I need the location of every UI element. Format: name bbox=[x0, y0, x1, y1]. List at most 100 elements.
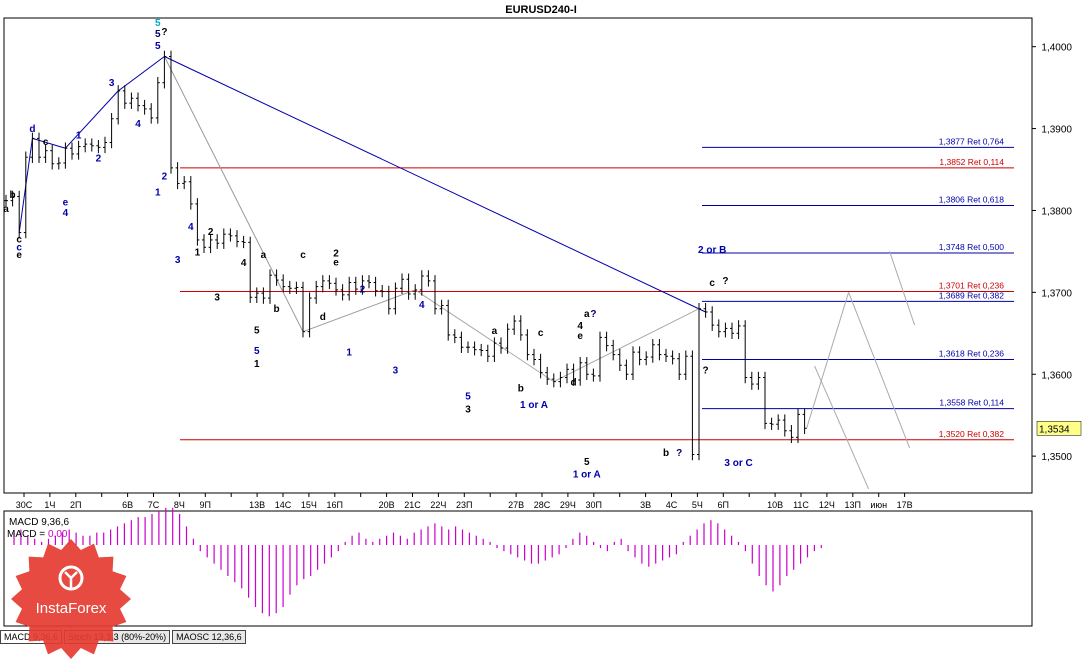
wave-label: d bbox=[571, 378, 577, 389]
wave-lines bbox=[18, 56, 916, 490]
wave-label: 4 bbox=[135, 119, 141, 130]
retracement-label: 1,3618 Ret 0,236 bbox=[939, 349, 1004, 359]
wave-line bbox=[32, 137, 66, 149]
time-tick-label: 3В bbox=[640, 500, 651, 510]
wave-label: e bbox=[16, 250, 22, 261]
wave-line bbox=[117, 56, 165, 92]
retracement-label: 1,3748 Ret 0,500 bbox=[939, 242, 1004, 252]
time-tick-label: 10В bbox=[767, 500, 783, 510]
wave-label: 2 bbox=[333, 248, 339, 259]
chart-title: EURUSD240-I bbox=[505, 4, 577, 16]
current-price-box bbox=[1036, 421, 1082, 436]
wave-label: a bbox=[492, 326, 498, 337]
wave-label: 5 bbox=[254, 346, 260, 357]
wave-label: 2 or B bbox=[698, 245, 726, 256]
time-tick-label: 7С bbox=[148, 500, 160, 510]
macd-line-label: MACD = bbox=[7, 529, 45, 540]
wave-label: e bbox=[333, 257, 339, 268]
wave-label: c bbox=[300, 250, 306, 261]
price-tick-label: 1,3700 bbox=[1041, 288, 1072, 299]
projection-line bbox=[814, 365, 870, 490]
wave-label: 3 bbox=[109, 78, 115, 89]
price-bars bbox=[4, 50, 807, 461]
retracement-label: 1,3806 Ret 0,618 bbox=[939, 195, 1004, 205]
wave-label: c bbox=[709, 278, 715, 289]
wave-line bbox=[65, 90, 119, 149]
wave-label: 2 bbox=[208, 227, 214, 238]
wave-label: 5 bbox=[155, 29, 161, 40]
wave-label: b bbox=[518, 383, 524, 394]
wave-label: 2 bbox=[360, 284, 366, 295]
time-tick-label: 2П bbox=[70, 500, 81, 510]
macd-line-value: 0.00 bbox=[48, 529, 68, 540]
retracement-label: 1,3558 Ret 0,114 bbox=[939, 398, 1004, 408]
time-tick-label: июн bbox=[870, 500, 887, 510]
wave-label: 3 or C bbox=[724, 458, 752, 469]
wave-label: e bbox=[577, 331, 583, 342]
wave-label: c bbox=[538, 328, 544, 339]
price-axis: 1,4000 1,3900 1,3800 1,3700 1,3600 1,3500 1,35… bbox=[1032, 43, 1082, 463]
wave-label: 3 bbox=[465, 405, 471, 416]
wave-label: 1 bbox=[254, 359, 260, 370]
wave-line bbox=[414, 289, 555, 383]
time-tick-label: 29Ч bbox=[560, 500, 576, 510]
wave-label: 4 bbox=[241, 258, 247, 269]
retracement-label: 1,3877 Ret 0,764 bbox=[939, 136, 1004, 146]
wave-label: ? bbox=[590, 309, 596, 320]
wave-label: 1 bbox=[346, 347, 352, 358]
wave-line bbox=[302, 289, 416, 333]
price-tick-label: 1,3900 bbox=[1041, 125, 1072, 136]
wave-label: d bbox=[29, 124, 35, 135]
wave-label: d bbox=[320, 312, 326, 323]
time-tick-label: 5Ч bbox=[692, 500, 703, 510]
wave-line bbox=[164, 56, 706, 313]
wave-label: c bbox=[16, 234, 22, 245]
price-tick-label: 1,4000 bbox=[1041, 43, 1072, 54]
wave-label: a bbox=[584, 309, 590, 320]
wave-label: 4 bbox=[188, 222, 194, 233]
time-tick-label: 13П bbox=[845, 500, 861, 510]
tab-maosc[interactable]: MAOSC 12,36,6 bbox=[172, 630, 246, 644]
wave-label: 1 bbox=[195, 248, 201, 259]
time-tick-label: 11С bbox=[793, 500, 809, 510]
time-tick-label: 27В bbox=[508, 500, 524, 510]
time-tick-label: 1Ч bbox=[44, 500, 55, 510]
time-tick-label: 20В bbox=[379, 500, 395, 510]
time-tick-label: 30П bbox=[586, 500, 602, 510]
time-tick-label: 22Ч bbox=[430, 500, 446, 510]
wave-label: ? bbox=[722, 276, 728, 287]
wave-label: 3 bbox=[393, 365, 399, 376]
wave-label: 3 bbox=[175, 255, 181, 266]
time-axis: 30C 1Ч 2П 6В 7С 8Ч 9П 13В 14С 15Ч 16П 20В 21С 22Ч 23П 2… bbox=[16, 493, 913, 510]
macd-panel bbox=[13, 507, 822, 617]
wave-label: 2 bbox=[96, 153, 102, 164]
wave-label: b bbox=[274, 304, 280, 315]
wave-label: 4 bbox=[577, 321, 583, 332]
wave-label: c bbox=[43, 137, 49, 148]
time-tick-label: 30C bbox=[16, 500, 33, 510]
wave-label: a bbox=[3, 204, 9, 215]
logo-text: InstaForex bbox=[35, 600, 107, 617]
projection-line bbox=[848, 292, 911, 449]
wave-label: ? bbox=[703, 365, 709, 376]
projection-line bbox=[806, 292, 850, 429]
wave-label: 1 bbox=[155, 188, 161, 199]
wave-label: c bbox=[16, 243, 22, 254]
wave-label: 1 bbox=[76, 130, 82, 141]
wave-line bbox=[163, 56, 304, 332]
time-tick-label: 13В bbox=[249, 500, 265, 510]
time-tick-label: 6П bbox=[718, 500, 729, 510]
time-tick-label: 16П bbox=[327, 500, 343, 510]
wave-label: ? bbox=[161, 27, 167, 38]
time-tick-label: 4С bbox=[666, 500, 678, 510]
price-tick-label: 1,3600 bbox=[1041, 370, 1072, 381]
macd-plot-border bbox=[3, 510, 1033, 627]
wave-label: 5 bbox=[254, 325, 260, 336]
retracement-label: 1,3852 Ret 0,114 bbox=[939, 157, 1004, 167]
wave-label: b bbox=[10, 190, 16, 201]
wave-label: 2 bbox=[162, 171, 168, 182]
instaforex-logo: InstaForex bbox=[10, 538, 132, 660]
wave-label: ? bbox=[676, 448, 682, 459]
